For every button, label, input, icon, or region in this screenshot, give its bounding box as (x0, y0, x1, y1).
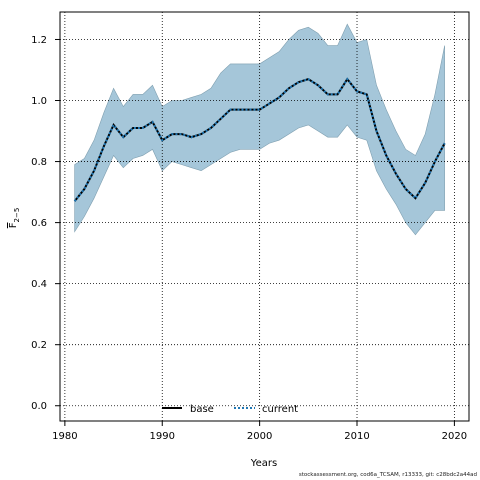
plot-frame (59, 11, 470, 422)
y-tick-label: 1.0 (31, 96, 47, 107)
y-axis-title-subscript: 2−5 (13, 208, 21, 223)
x-tick-label: 2020 (442, 431, 467, 442)
y-tick-label: 0.8 (31, 157, 47, 168)
y-tick-label: 0.4 (31, 279, 47, 290)
legend-base-label: base (190, 404, 214, 415)
x-tick-label: 2010 (344, 431, 369, 442)
y-tick-label: 0.6 (31, 218, 47, 229)
x-axis-title: Years (250, 458, 277, 469)
x-tick-label: 1980 (52, 431, 77, 442)
y-axis-title: F2−5 (8, 208, 21, 229)
x-axis: 1980 1990 2000 2010 2020 (52, 421, 467, 442)
series-line-base (73, 77, 446, 202)
y-tick-label: 1.2 (31, 35, 47, 46)
x-tick-label: 2000 (247, 431, 272, 442)
y-axis-title-main: F (8, 222, 19, 228)
legend-current-label: current (262, 404, 298, 415)
series-layer (73, 77, 446, 202)
legend: base current (162, 404, 298, 415)
x-tick-label: 1990 (150, 431, 175, 442)
y-tick-label: 0.2 (31, 340, 47, 351)
y-axis: 0.0 0.2 0.4 0.6 0.8 1.0 1.2 (31, 35, 60, 412)
y-tick-label: 0.0 (31, 401, 47, 412)
footer-credit: stockassessment.org, cod6a_TCSAM, r13333… (298, 472, 477, 478)
grid-layer (60, 12, 469, 421)
